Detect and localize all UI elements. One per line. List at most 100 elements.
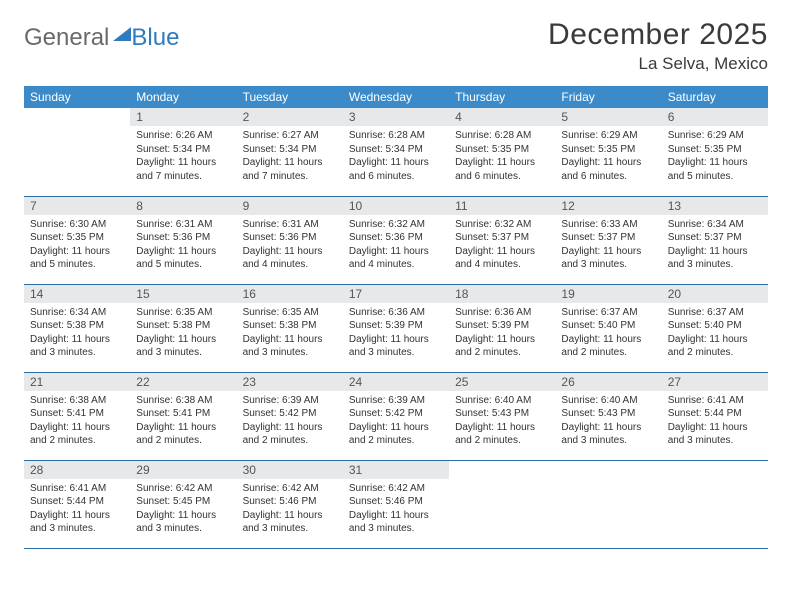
day-detail-line: Sunrise: 6:38 AM <box>136 394 230 408</box>
weekday-heading: Saturday <box>662 86 768 108</box>
day-detail-line: Daylight: 11 hours <box>136 509 230 523</box>
calendar-cell: 22Sunrise: 6:38 AMSunset: 5:41 PMDayligh… <box>130 372 236 460</box>
calendar-cell: 19Sunrise: 6:37 AMSunset: 5:40 PMDayligh… <box>555 284 661 372</box>
day-detail-line: and 3 minutes. <box>668 434 762 448</box>
day-number: 9 <box>237 197 343 215</box>
day-detail-line: Sunset: 5:37 PM <box>561 231 655 245</box>
day-detail: Sunrise: 6:33 AMSunset: 5:37 PMDaylight:… <box>555 215 661 278</box>
day-detail-line: Daylight: 11 hours <box>30 333 124 347</box>
day-detail: Sunrise: 6:38 AMSunset: 5:41 PMDaylight:… <box>130 391 236 454</box>
day-detail-line: and 3 minutes. <box>668 258 762 272</box>
day-detail-line: Sunrise: 6:35 AM <box>136 306 230 320</box>
calendar-cell: 6Sunrise: 6:29 AMSunset: 5:35 PMDaylight… <box>662 108 768 196</box>
day-detail-line: and 6 minutes. <box>455 170 549 184</box>
day-detail-line: Sunset: 5:35 PM <box>561 143 655 157</box>
day-detail-line: Sunrise: 6:26 AM <box>136 129 230 143</box>
weekday-heading: Monday <box>130 86 236 108</box>
day-number: 28 <box>24 461 130 479</box>
day-number: 3 <box>343 108 449 126</box>
day-detail: Sunrise: 6:36 AMSunset: 5:39 PMDaylight:… <box>449 303 555 366</box>
day-detail-line: and 2 minutes. <box>136 434 230 448</box>
day-detail: Sunrise: 6:41 AMSunset: 5:44 PMDaylight:… <box>662 391 768 454</box>
day-detail-line: and 2 minutes. <box>455 434 549 448</box>
day-number: 4 <box>449 108 555 126</box>
title-block: December 2025 La Selva, Mexico <box>548 18 768 74</box>
day-detail: Sunrise: 6:38 AMSunset: 5:41 PMDaylight:… <box>24 391 130 454</box>
day-detail-line: Sunrise: 6:42 AM <box>136 482 230 496</box>
day-detail-line: Daylight: 11 hours <box>243 333 337 347</box>
day-number: 23 <box>237 373 343 391</box>
day-detail: Sunrise: 6:30 AMSunset: 5:35 PMDaylight:… <box>24 215 130 278</box>
day-detail-line: Sunrise: 6:42 AM <box>349 482 443 496</box>
calendar-body: 1 Sunrise: 6:26 AMSunset: 5:34 PM Daylight… <box>24 108 768 548</box>
day-detail-line: and 3 minutes. <box>243 346 337 360</box>
day-detail-line: and 3 minutes. <box>243 522 337 536</box>
day-number: 25 <box>449 373 555 391</box>
sail-icon <box>113 27 131 41</box>
day-detail: Sunrise: 6:37 AMSunset: 5:40 PMDaylight:… <box>662 303 768 366</box>
day-detail-line: Sunrise: 6:36 AM <box>455 306 549 320</box>
day-number: 5 <box>555 108 661 126</box>
day-detail-line: Sunrise: 6:28 AM <box>455 129 549 143</box>
day-detail: Sunrise: 6:40 AMSunset: 5:43 PMDaylight:… <box>555 391 661 454</box>
day-detail-line: Daylight: 11 hours <box>136 333 230 347</box>
weekday-heading: Tuesday <box>237 86 343 108</box>
calendar-cell <box>662 460 768 548</box>
calendar-row: 28Sunrise: 6:41 AMSunset: 5:44 PMDayligh… <box>24 460 768 548</box>
day-detail: Sunrise: 6:39 AMSunset: 5:42 PMDaylight:… <box>343 391 449 454</box>
day-detail-line: Sunset: 5:34 PM <box>136 143 230 157</box>
calendar-cell: 10Sunrise: 6:32 AMSunset: 5:36 PMDayligh… <box>343 196 449 284</box>
day-detail-line: Sunrise: 6:40 AM <box>455 394 549 408</box>
calendar-cell: 23Sunrise: 6:39 AMSunset: 5:42 PMDayligh… <box>237 372 343 460</box>
day-detail-line: Sunset: 5:45 PM <box>136 495 230 509</box>
calendar-cell: 11Sunrise: 6:32 AMSunset: 5:37 PMDayligh… <box>449 196 555 284</box>
day-detail-line: Sunset: 5:35 PM <box>455 143 549 157</box>
day-detail-line: Daylight: 11 hours <box>668 156 762 170</box>
day-detail-line: Sunset: 5:40 PM <box>561 319 655 333</box>
day-number: 21 <box>24 373 130 391</box>
day-detail-line: Sunrise: 6:27 AM <box>243 129 337 143</box>
day-detail-line: Sunset: 5:46 PM <box>243 495 337 509</box>
day-detail-line: Daylight: 11 hours <box>136 245 230 259</box>
day-detail-line: Daylight: 11 hours <box>30 509 124 523</box>
day-detail-line: and 2 minutes. <box>561 346 655 360</box>
day-detail-line: Sunrise: 6:33 AM <box>561 218 655 232</box>
day-detail-line: Daylight: 11 hours <box>561 421 655 435</box>
calendar-cell: 25Sunrise: 6:40 AMSunset: 5:43 PMDayligh… <box>449 372 555 460</box>
day-detail-line: Sunrise: 6:34 AM <box>668 218 762 232</box>
day-detail-line: Daylight: 11 hours <box>243 421 337 435</box>
calendar-cell: 8Sunrise: 6:31 AMSunset: 5:36 PMDaylight… <box>130 196 236 284</box>
day-detail-line: Daylight: 11 hours <box>243 156 337 170</box>
day-number: 27 <box>662 373 768 391</box>
day-detail-line: Sunrise: 6:42 AM <box>243 482 337 496</box>
day-detail-line: Sunset: 5:44 PM <box>30 495 124 509</box>
day-number: 16 <box>237 285 343 303</box>
day-number: 2 <box>237 108 343 126</box>
day-detail-line: Daylight: 11 hours <box>668 333 762 347</box>
day-detail-line: Sunset: 5:37 PM <box>668 231 762 245</box>
day-detail-line: and 7 minutes. <box>136 170 230 184</box>
day-detail-line: Daylight: 11 hours <box>455 333 549 347</box>
day-detail: Sunrise: 6:34 AMSunset: 5:38 PMDaylight:… <box>24 303 130 366</box>
calendar-cell: 29Sunrise: 6:42 AMSunset: 5:45 PMDayligh… <box>130 460 236 548</box>
day-detail: Sunrise: 6:39 AMSunset: 5:42 PMDaylight:… <box>237 391 343 454</box>
day-detail-line: Sunrise: 6:34 AM <box>30 306 124 320</box>
day-detail: Sunrise: 6:42 AMSunset: 5:45 PMDaylight:… <box>130 479 236 542</box>
day-detail-line: and 4 minutes. <box>455 258 549 272</box>
calendar-cell: 7Sunrise: 6:30 AMSunset: 5:35 PMDaylight… <box>24 196 130 284</box>
day-detail-line: and 5 minutes. <box>136 258 230 272</box>
calendar-row: 7Sunrise: 6:30 AMSunset: 5:35 PMDaylight… <box>24 196 768 284</box>
day-detail-line: Sunset: 5:38 PM <box>136 319 230 333</box>
calendar-cell: 2Sunrise: 6:27 AMSunset: 5:34 PMDaylight… <box>237 108 343 196</box>
day-detail-line: Sunrise: 6:40 AM <box>561 394 655 408</box>
day-detail-line: Sunset: 5:44 PM <box>668 407 762 421</box>
month-title: December 2025 <box>548 18 768 52</box>
calendar-cell <box>555 460 661 548</box>
day-detail-line: Sunset: 5:41 PM <box>30 407 124 421</box>
day-number: 1 <box>130 108 236 126</box>
calendar-row: 21Sunrise: 6:38 AMSunset: 5:41 PMDayligh… <box>24 372 768 460</box>
day-detail-line: and 5 minutes. <box>668 170 762 184</box>
calendar-row: 14Sunrise: 6:34 AMSunset: 5:38 PMDayligh… <box>24 284 768 372</box>
brand-word-general: General <box>24 24 109 52</box>
day-number: 30 <box>237 461 343 479</box>
